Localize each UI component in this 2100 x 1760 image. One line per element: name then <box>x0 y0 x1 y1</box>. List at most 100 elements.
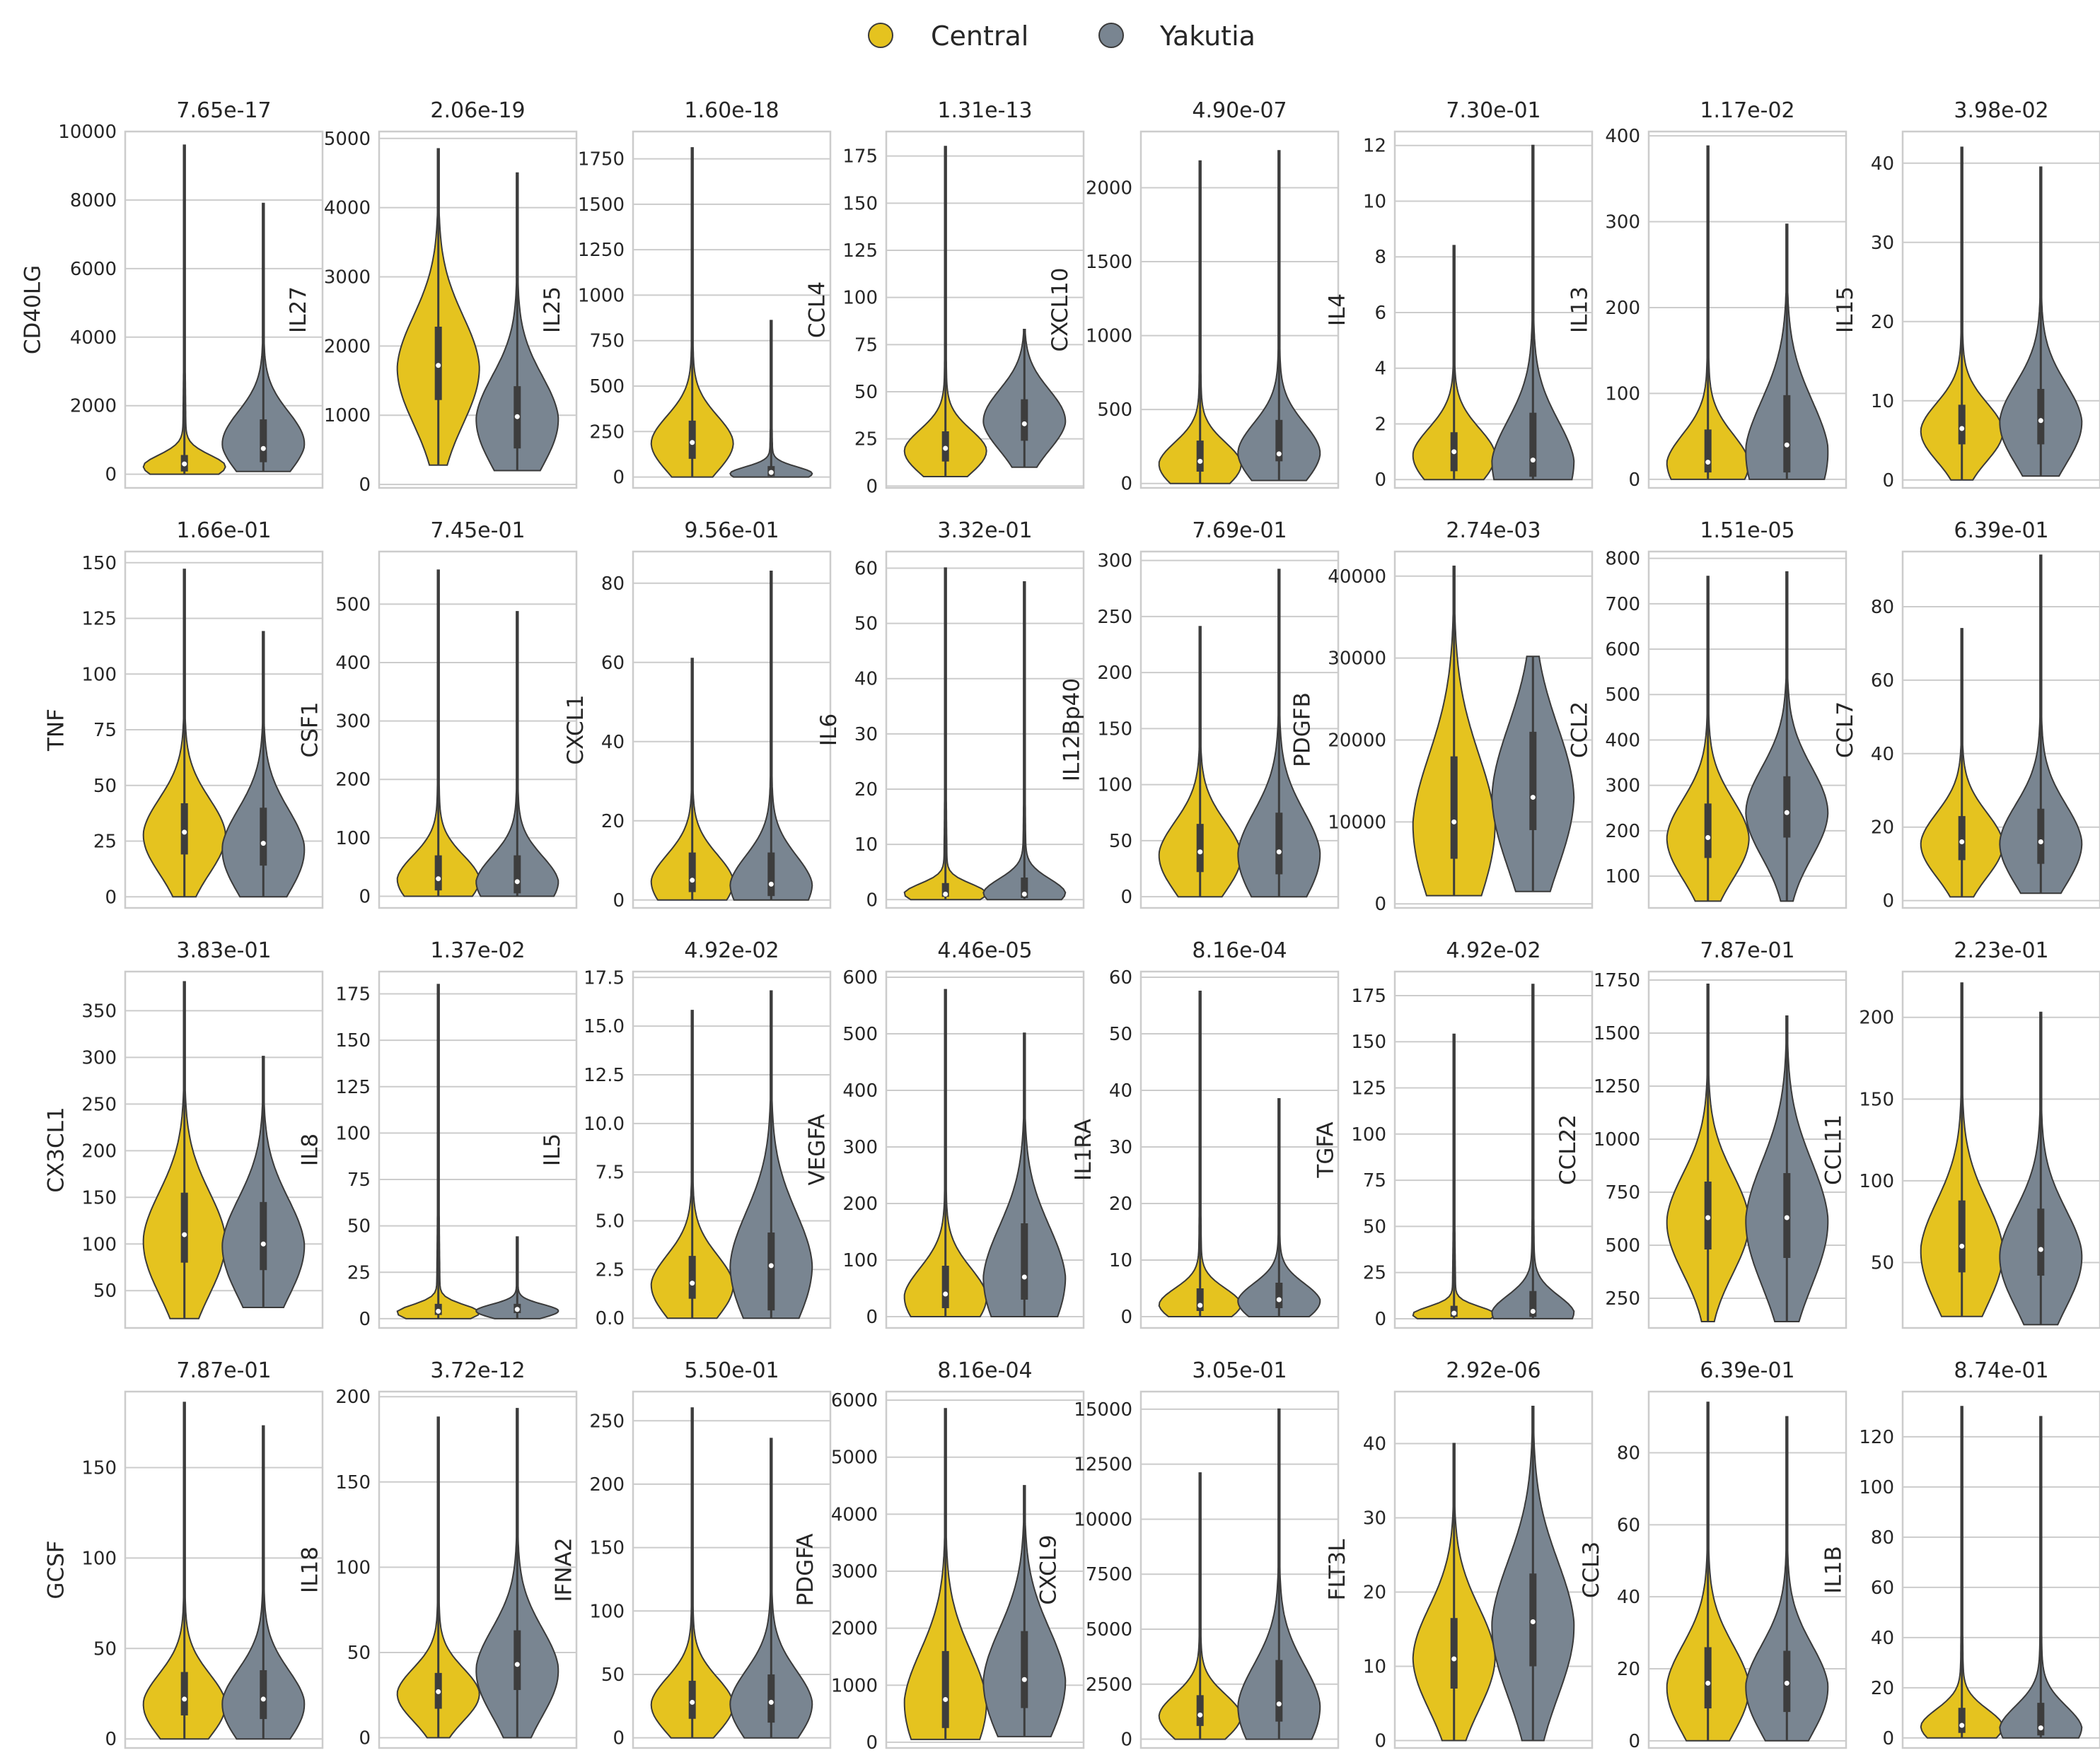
y-tick-label: 0 <box>613 1728 625 1749</box>
legend-label-central: Central <box>931 21 1028 52</box>
panel-il1b: 0 20 40 60 80 100 120 8.74e-01 IL1B <box>1821 1358 2100 1749</box>
y-tick-label: 500 <box>842 1024 878 1045</box>
y-tick-label: 200 <box>335 769 371 791</box>
y-tick-label: 250 <box>1605 1288 1640 1310</box>
panel-il5: 0.0 2.5 5.0 7.5 10.0 12.5 15.0 17.5 4.92e-02 IL5 <box>540 938 832 1329</box>
iqr-box-yakutia <box>260 1669 267 1720</box>
y-tick-label: 2000 <box>1086 177 1132 199</box>
median-point-yakutia <box>1021 421 1027 426</box>
y-tick-label: 175 <box>335 984 371 1006</box>
plot-frame <box>378 550 578 909</box>
y-axis-label: CCL2 <box>1567 701 1593 758</box>
y-tick-label: 0 <box>866 1732 878 1754</box>
median-point-yakutia <box>1784 442 1789 448</box>
median-point-central <box>1197 458 1203 464</box>
iqr-box-central <box>434 855 442 891</box>
plot-frame <box>1647 1390 1847 1749</box>
median-point-yakutia <box>1784 1215 1789 1220</box>
y-tick-label: 50 <box>1363 1216 1386 1237</box>
median-point-central <box>1197 1712 1203 1718</box>
y-tick-label: 50 <box>601 1665 625 1686</box>
y-axis-label: PDGFA <box>793 1534 818 1607</box>
y-axis-label: IL1RA <box>1071 1119 1096 1181</box>
y-tick-label: 600 <box>842 967 878 989</box>
y-tick-label: 0 <box>866 890 878 911</box>
y-tick-label: 40 <box>601 732 625 753</box>
iqr-box-central <box>941 1650 949 1728</box>
y-tick-label: 15.0 <box>584 1016 625 1037</box>
y-axis-label: IL25 <box>540 286 565 333</box>
y-tick-label: 50 <box>93 1638 117 1660</box>
y-axis-label: IL1B <box>1821 1546 1847 1593</box>
iqr-box-central <box>688 1256 696 1299</box>
median-point-yakutia <box>768 1263 774 1269</box>
y-tick-label: 120 <box>1859 1427 1894 1448</box>
median-point-central <box>1705 460 1711 465</box>
y-tick-label: 10 <box>1363 1657 1386 1678</box>
y-tick-label: 4000 <box>70 327 117 349</box>
y-tick-label: 0 <box>1120 474 1132 495</box>
plot-frame <box>885 130 1085 489</box>
y-axis-label: CXCL1 <box>563 694 588 764</box>
median-point-yakutia <box>1530 795 1536 800</box>
y-tick-label: 8 <box>1374 247 1386 268</box>
panel-title: 6.39e-01 <box>1954 518 2048 543</box>
plot-frame <box>378 130 578 489</box>
y-tick-label: 8000 <box>70 190 117 211</box>
panel-il12bp40: 0 50 100 150 200 250 300 7.69e-01 IL12Bp40 <box>1060 518 1340 909</box>
y-tick-label: 1750 <box>578 149 625 170</box>
y-tick-label: 1250 <box>1594 1076 1640 1097</box>
panel-title: 7.30e-01 <box>1446 98 1541 123</box>
iqr-box-yakutia <box>1783 776 1791 838</box>
y-tick-label: 0 <box>1374 470 1386 491</box>
iqr-box-yakutia <box>767 1674 775 1723</box>
y-tick-label: 10 <box>1109 1250 1132 1271</box>
y-tick-label: 75 <box>1363 1170 1386 1191</box>
y-tick-label: 0 <box>866 1307 878 1328</box>
y-tick-label: 50 <box>93 776 117 797</box>
median-point-yakutia <box>1530 1619 1536 1624</box>
median-point-yakutia <box>514 1662 520 1667</box>
panel-pdgfa: 0 1000 2000 3000 4000 5000 6000 8.16e-04 PDGFA <box>793 1358 1085 1754</box>
y-tick-label: 2000 <box>70 396 117 417</box>
y-tick-label: 150 <box>335 1030 371 1051</box>
iqr-box-yakutia <box>1529 1290 1537 1317</box>
plot-frame <box>1901 1390 2100 1749</box>
panel-pdgfb: 0 10000 20000 30000 40000 2.74e-03 PDGFB <box>1290 518 1594 915</box>
y-tick-label: 100 <box>1605 866 1640 887</box>
y-tick-label: 0 <box>1628 470 1640 491</box>
panel-il27: 0 1000 2000 3000 4000 5000 2.06e-19 IL27 <box>286 98 578 496</box>
y-tick-label: 0 <box>1120 1307 1132 1328</box>
panel-title: 2.74e-03 <box>1446 518 1541 543</box>
panel-title: 1.31e-13 <box>937 98 1032 123</box>
y-tick-label: 350 <box>81 1001 117 1022</box>
y-tick-label: 125 <box>1351 1078 1386 1100</box>
y-tick-label: 5.0 <box>596 1211 625 1232</box>
y-axis-label: IL12Bp40 <box>1060 678 1085 781</box>
panel-ccl22: 250 500 750 1000 1250 1500 1750 7.87e-01 CCL22 <box>1555 938 1847 1329</box>
y-tick-label: 100 <box>335 1123 371 1144</box>
y-tick-label: 100 <box>81 664 117 685</box>
panel-tnf: 0 25 50 75 100 125 150 1.66e-01 TNF <box>44 518 324 909</box>
y-tick-label: 75 <box>854 334 878 356</box>
panel-il4: 0 2 4 6 8 10 12 7.30e-01 IL4 <box>1325 98 1594 491</box>
panel-cxcl1: 0 20 40 60 80 9.56e-01 CXCL1 <box>563 518 832 911</box>
median-point-central <box>690 440 695 445</box>
y-tick-label: 10 <box>1871 391 1894 412</box>
y-tick-label: 1000 <box>831 1675 878 1696</box>
y-tick-label: 750 <box>589 331 625 352</box>
y-axis-label: IL5 <box>540 1133 565 1166</box>
y-tick-label: 3000 <box>831 1561 878 1583</box>
iqr-box-central <box>688 420 696 459</box>
plot-frame <box>632 1390 832 1749</box>
iqr-box-yakutia <box>514 1630 521 1691</box>
y-axis-label: PDGFB <box>1290 692 1316 767</box>
y-tick-label: 12500 <box>1074 1455 1132 1476</box>
iqr-box-yakutia <box>260 808 267 866</box>
median-point-yakutia <box>1021 1274 1027 1280</box>
y-tick-label: 500 <box>1605 1235 1640 1257</box>
y-tick-label: 40 <box>1617 1587 1640 1608</box>
y-tick-label: 75 <box>347 1170 371 1191</box>
y-tick-label: 40 <box>1871 744 1894 765</box>
